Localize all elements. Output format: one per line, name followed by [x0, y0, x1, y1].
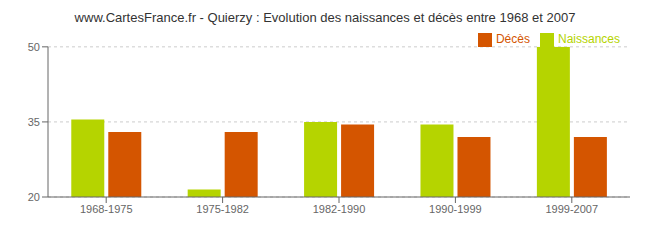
svg-text:1999-2007: 1999-2007 [545, 203, 598, 215]
svg-text:20: 20 [28, 191, 40, 203]
svg-text:1990-1999: 1990-1999 [429, 203, 482, 215]
svg-text:1982-1990: 1982-1990 [313, 203, 366, 215]
html-text:Naissances: Naissances [558, 32, 620, 46]
svg-text:50: 50 [28, 41, 40, 53]
html-text:Décès: Décès [496, 32, 530, 46]
html-text:www.CartesFrance.fr - Quierzy: www.CartesFrance.fr - Quierzy : Evolutio… [74, 10, 576, 25]
svg-text:1968-1975: 1968-1975 [80, 203, 133, 215]
svg-text:35: 35 [28, 116, 40, 128]
svg-text:1975-1982: 1975-1982 [196, 203, 249, 215]
